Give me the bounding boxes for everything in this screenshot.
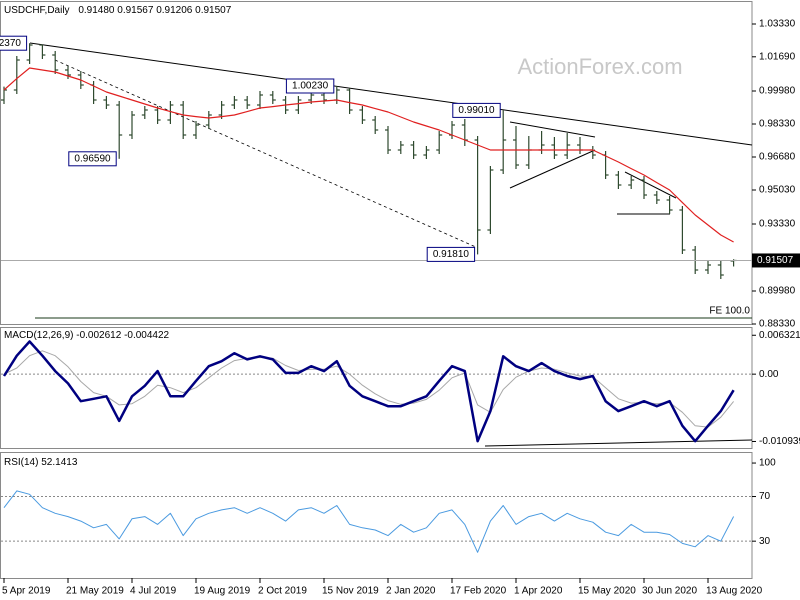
- wedge-line: [624, 171, 677, 199]
- annotation-label: 1.02370: [0, 38, 21, 49]
- watermark: ActionForex.com: [517, 54, 682, 79]
- x-tick-label: 17 Feb 2020: [450, 586, 507, 597]
- x-tick-label: 5 Apr 2019: [2, 586, 51, 597]
- annotation-label: 0.96590: [74, 153, 111, 164]
- y-tick-label: 1.01690: [759, 51, 796, 62]
- ohlc-label: 0.91480: [78, 5, 115, 16]
- annotation-box: [426, 246, 476, 262]
- x-tick-label: 4 Jul 2019: [130, 586, 177, 597]
- x-tick-label: 13 Aug 2020: [706, 586, 763, 597]
- rsi-header: RSI(14) 52.1413: [4, 457, 78, 468]
- x-tick-label: 15 Nov 2019: [322, 586, 379, 597]
- trend-line: [29, 42, 753, 146]
- ohlc-label: 0.91206: [156, 5, 193, 16]
- x-tick-label: 2 Oct 2019: [258, 586, 307, 597]
- macd-frame: [0, 327, 753, 449]
- annotation-label: 0.99010: [458, 105, 495, 116]
- x-tick-label: 21 May 2019: [66, 586, 124, 597]
- symbol: USDCHF,Daily: [4, 5, 70, 16]
- annotation-label: 1.00230: [292, 81, 329, 92]
- y-tick-label: 0.88330: [759, 319, 796, 330]
- moving-average: [3, 67, 734, 243]
- last-price-tag: [752, 253, 800, 268]
- signal-value: -0.004422: [124, 330, 169, 341]
- ohlc-label: 0.91507: [195, 5, 232, 16]
- rsi-line: [3, 490, 735, 553]
- x-tick-label: 1 Apr 2020: [514, 586, 563, 597]
- rsi-frame: [0, 452, 753, 579]
- x-tick-label: 19 Aug 2019: [194, 586, 251, 597]
- y-tick-label: 0.93330: [759, 219, 796, 230]
- y-tick-label: 1.03330: [759, 19, 796, 30]
- y-tick-label: -0.010939: [759, 436, 800, 447]
- annotation-box: [285, 78, 335, 94]
- price-header: USDCHF,Daily 0.91480 0.91567 0.91206 0.9…: [4, 5, 232, 16]
- x-tick-label: 15 May 2020: [578, 586, 636, 597]
- rsi-title: RSI(14): [4, 457, 38, 468]
- y-tick-label: 30: [759, 536, 771, 547]
- last-price-label: 0.91507: [757, 255, 794, 266]
- x-tick-label: 2 Jan 2020: [386, 586, 436, 597]
- annotation-box: [68, 151, 117, 167]
- y-tick-label: 0.89980: [759, 286, 796, 297]
- price-frame: [0, 1, 753, 325]
- y-tick-label: 100: [759, 458, 776, 469]
- panel-frames: [0, 1, 753, 579]
- macd-line: [2, 340, 735, 443]
- x-tick-label: 30 Jun 2020: [642, 586, 697, 597]
- annotation-box: [0, 35, 28, 51]
- ohlc-label: 0.91567: [117, 5, 154, 16]
- trend-line-dashed: [54, 59, 479, 249]
- annotation-box: [452, 102, 501, 118]
- annotation-label: 0.91810: [433, 249, 470, 260]
- macd-title: MACD(12,26,9): [4, 330, 73, 341]
- y-tick-label: 0.99980: [759, 86, 796, 97]
- rsi-value: 52.1413: [41, 457, 78, 468]
- y-tick-label: 0.96680: [759, 152, 796, 163]
- y-tick-label: 0.98330: [759, 119, 796, 130]
- triangle-line: [509, 121, 596, 138]
- fe-label: FE 100.0: [709, 306, 750, 317]
- y-tick-label: 70: [759, 491, 771, 502]
- triangle-line: [509, 149, 596, 189]
- macd-value: -0.002612: [76, 330, 121, 341]
- y-tick-label: 0.00: [759, 369, 779, 380]
- y-tick-label: 0.95030: [759, 185, 796, 196]
- macd-signal: [3, 350, 734, 428]
- macd-header: MACD(12,26,9) -0.002612 -0.004422: [4, 330, 170, 341]
- trend-lines: [29, 42, 753, 447]
- macd-support-line: [484, 439, 753, 447]
- y-tick-label: 0.006321: [759, 330, 800, 341]
